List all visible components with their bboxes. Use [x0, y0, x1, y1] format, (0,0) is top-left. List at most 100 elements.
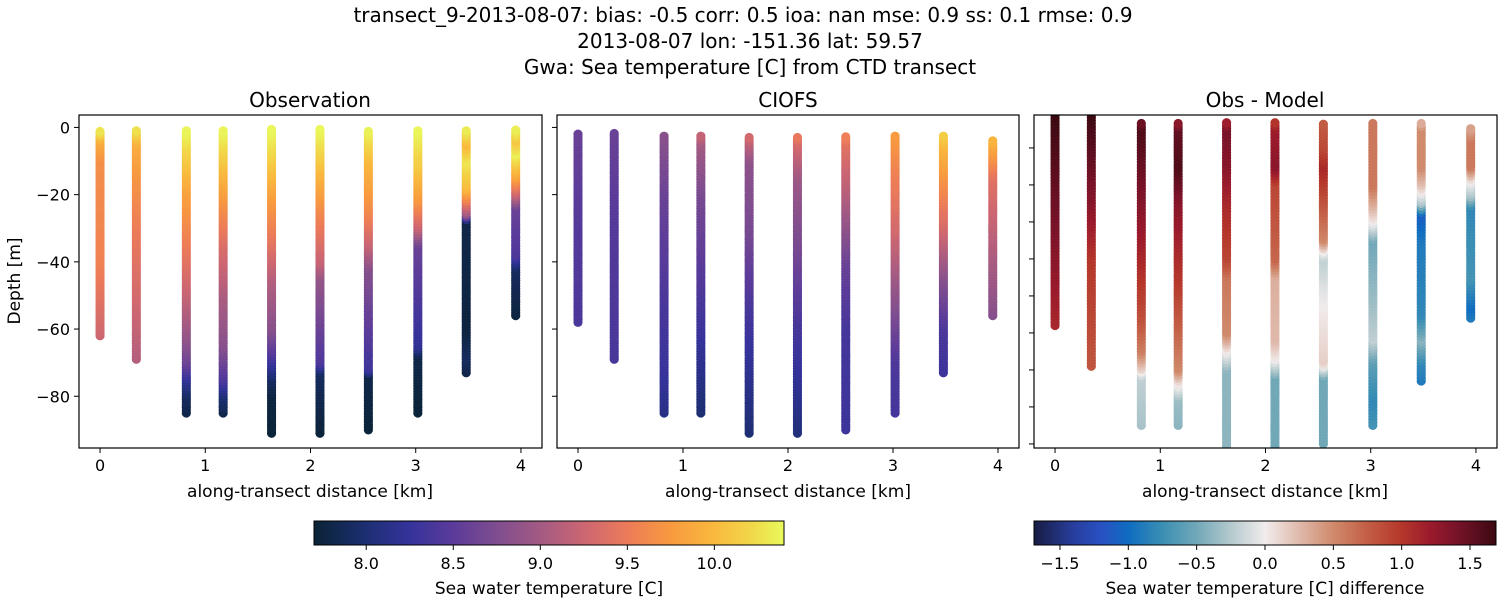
- data-point: [744, 132, 754, 143]
- profile-column: [1173, 118, 1183, 431]
- x-tick-label: 4: [993, 456, 1003, 475]
- profile-column: [95, 126, 105, 341]
- data-point: [511, 125, 521, 135]
- profile-column: [1466, 124, 1476, 323]
- x-axis-label-obs-model: along-transect distance [km]: [1142, 482, 1388, 502]
- axes-frame-1: [556, 114, 1020, 449]
- data-point: [1466, 124, 1476, 134]
- profile-column: [511, 125, 521, 321]
- profile-column: [413, 126, 423, 418]
- profile-column: [696, 131, 706, 418]
- colorbar-tick-label: −1.0: [1109, 554, 1148, 573]
- profile-column: [1270, 118, 1280, 448]
- data-point: [266, 124, 277, 135]
- data-point: [792, 132, 803, 143]
- profile-column: [1050, 115, 1060, 331]
- y-tick-label: −60: [36, 320, 70, 339]
- y-tick-label: −40: [36, 253, 70, 272]
- data-point: [461, 126, 471, 136]
- colorbar-1: [1033, 520, 1497, 546]
- data-point: [1221, 118, 1232, 128]
- colorbar-tick-label: 0.5: [1321, 554, 1346, 573]
- profile-column: [609, 128, 619, 364]
- profile-column: [1416, 118, 1426, 386]
- x-tick-label: 1: [678, 456, 688, 475]
- data-point: [181, 126, 191, 136]
- data-point: [1416, 118, 1426, 129]
- profile-column: [181, 126, 191, 418]
- panel-0-points: [95, 124, 521, 438]
- panel-2-points: [1050, 115, 1476, 448]
- colorbar-label-temperature: Sea water temperature [C]: [435, 579, 663, 599]
- profile-column: [988, 136, 998, 321]
- suptitle-line-2: 2013-08-07 lon: -151.36 lat: 59.57: [577, 29, 923, 53]
- profile-column: [1221, 118, 1232, 448]
- data-point: [363, 126, 373, 137]
- colorbar-tick-label: 0.0: [1252, 554, 1277, 573]
- profile-column: [1086, 115, 1096, 371]
- x-tick-label: 3: [1366, 456, 1376, 475]
- profile-column: [461, 126, 471, 378]
- colorbar-tick-label: 1.5: [1457, 554, 1482, 573]
- profile-column: [1136, 118, 1146, 431]
- colorbar-tick-label: 10.0: [697, 554, 733, 573]
- colorbar-tick-label: −1.5: [1041, 554, 1080, 573]
- data-point: [315, 124, 325, 135]
- y-axis-label: Depth [m]: [5, 237, 25, 324]
- colorbar-tick-label: 8.5: [441, 554, 466, 573]
- data-point: [1368, 118, 1378, 129]
- data-point: [573, 129, 583, 139]
- data-point: [609, 128, 619, 139]
- profile-column: [659, 131, 669, 418]
- profile-column: [890, 131, 900, 418]
- profile-column: [744, 132, 754, 438]
- panel-title-observation: Observation: [249, 88, 371, 112]
- colorbar-label-difference: Sea water temperature [C] difference: [1105, 579, 1424, 599]
- profile-column: [363, 126, 373, 435]
- data-point: [131, 126, 141, 136]
- data-point: [890, 131, 900, 141]
- colorbar-tick-label: 9.5: [615, 554, 640, 573]
- panel-1-points: [573, 128, 998, 438]
- data-point: [1051, 115, 1059, 118]
- x-axis-label-observation: along-transect distance [km]: [187, 482, 433, 502]
- data-point: [1318, 119, 1328, 129]
- profile-column: [841, 132, 851, 435]
- x-tick-label: 4: [1471, 456, 1481, 475]
- data-point: [659, 131, 669, 141]
- data-point: [938, 131, 949, 141]
- data-point: [1173, 118, 1183, 129]
- plot-layer: 0 1 2 3 4 0 −20 −40 −60 −80 0 1 2 3 4 0 1 2 3 4 8.0 8.5 9.0 9.5…: [36, 114, 1498, 573]
- x-tick-label: 2: [783, 456, 793, 475]
- data-point: [1136, 118, 1146, 129]
- profile-column: [266, 124, 277, 438]
- x-tick-label: 0: [573, 456, 583, 475]
- axes-frame-2: [1033, 114, 1498, 449]
- colorbar-tick-label: −0.5: [1177, 554, 1216, 573]
- x-axis-label-ciofs: along-transect distance [km]: [665, 482, 911, 502]
- profile-column: [938, 131, 949, 378]
- colorbar-tick-label: 9.0: [528, 554, 553, 573]
- data-point: [841, 132, 851, 142]
- x-tick-label: 1: [200, 456, 210, 475]
- profile-column: [1318, 119, 1328, 448]
- data-point: [413, 126, 423, 136]
- data-point: [1086, 115, 1096, 120]
- profile-column: [218, 126, 228, 418]
- colorbar-tick-label: 1.0: [1389, 554, 1414, 573]
- profile-column: [1368, 118, 1378, 431]
- data-point: [696, 131, 706, 141]
- profile-column: [315, 124, 325, 438]
- profile-column: [131, 126, 141, 364]
- data-point: [1270, 118, 1280, 128]
- suptitle-line-3: Gwa: Sea temperature [C] from CTD transe…: [524, 55, 976, 79]
- data-point: [988, 136, 998, 146]
- panel-title-ciofs: CIOFS: [758, 88, 817, 112]
- x-tick-label: 3: [411, 456, 421, 475]
- panel-title-obs-model: Obs - Model: [1206, 88, 1325, 112]
- suptitle-line-1: transect_9-2013-08-07: bias: -0.5 corr: …: [353, 3, 1132, 27]
- y-tick-label: −80: [36, 387, 70, 406]
- profile-column: [573, 129, 583, 327]
- profile-column: [792, 132, 803, 438]
